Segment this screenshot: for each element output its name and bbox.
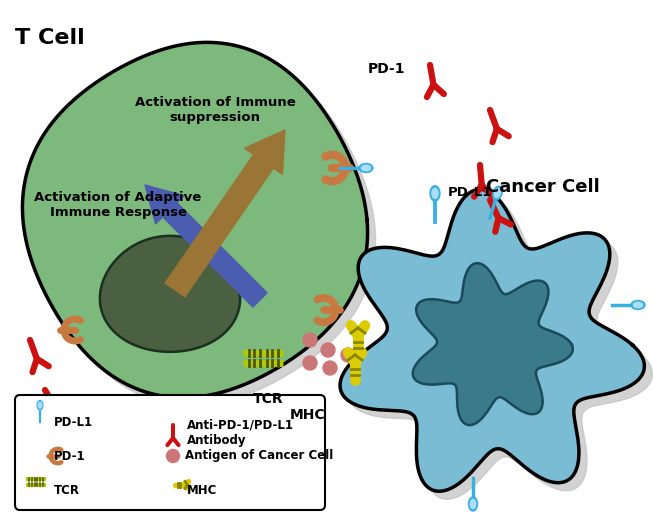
Text: T Cell: T Cell bbox=[15, 28, 85, 48]
Polygon shape bbox=[413, 263, 573, 425]
Text: Antigen of Cancer Cell: Antigen of Cancer Cell bbox=[185, 449, 333, 463]
FancyArrow shape bbox=[145, 185, 267, 307]
Polygon shape bbox=[348, 197, 652, 499]
Ellipse shape bbox=[631, 300, 645, 310]
Polygon shape bbox=[100, 236, 240, 352]
Ellipse shape bbox=[494, 189, 500, 197]
Circle shape bbox=[321, 343, 335, 357]
Circle shape bbox=[303, 356, 317, 370]
Polygon shape bbox=[340, 189, 645, 491]
Circle shape bbox=[303, 333, 317, 347]
Polygon shape bbox=[31, 50, 375, 406]
Text: PD-1: PD-1 bbox=[368, 62, 406, 76]
Ellipse shape bbox=[39, 402, 42, 408]
Ellipse shape bbox=[430, 186, 440, 201]
Ellipse shape bbox=[432, 189, 438, 199]
Circle shape bbox=[341, 348, 355, 362]
Text: Activation of Immune
suppression: Activation of Immune suppression bbox=[135, 96, 295, 124]
Text: PD-L1: PD-L1 bbox=[448, 187, 492, 200]
Text: Cancer Cell: Cancer Cell bbox=[486, 178, 600, 196]
Ellipse shape bbox=[633, 302, 643, 308]
FancyBboxPatch shape bbox=[15, 395, 325, 510]
Polygon shape bbox=[22, 42, 368, 398]
Ellipse shape bbox=[470, 499, 476, 509]
Text: MHC: MHC bbox=[187, 483, 217, 496]
Text: Activation of Adaptive
Immune Response: Activation of Adaptive Immune Response bbox=[35, 191, 202, 219]
Text: MHC: MHC bbox=[290, 408, 326, 422]
Text: TCR: TCR bbox=[54, 483, 80, 496]
Text: TCR: TCR bbox=[253, 392, 283, 406]
Ellipse shape bbox=[362, 165, 370, 171]
Text: PD-1: PD-1 bbox=[54, 449, 86, 463]
FancyArrow shape bbox=[165, 130, 285, 297]
Text: Anti-PD-1/PD-L1
Antibody: Anti-PD-1/PD-L1 Antibody bbox=[187, 419, 294, 447]
Ellipse shape bbox=[37, 401, 43, 409]
Ellipse shape bbox=[493, 186, 502, 200]
Ellipse shape bbox=[359, 163, 373, 173]
Text: PD-L1: PD-L1 bbox=[54, 416, 93, 429]
Circle shape bbox=[167, 449, 180, 463]
Circle shape bbox=[323, 361, 337, 375]
Ellipse shape bbox=[468, 497, 477, 511]
